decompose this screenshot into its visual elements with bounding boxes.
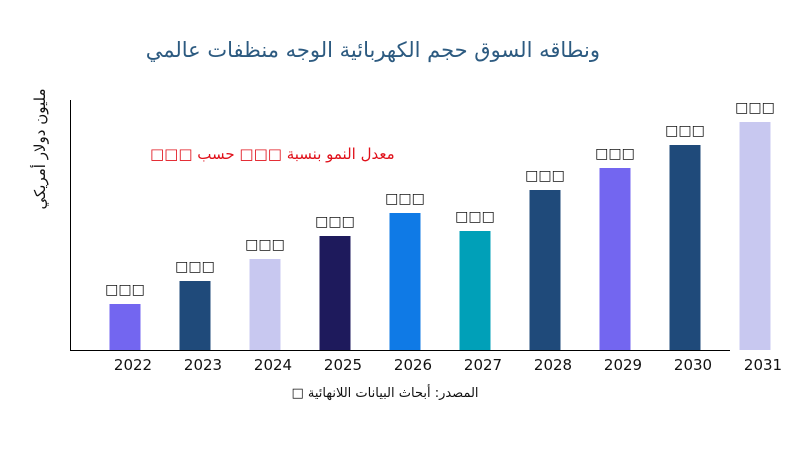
bar-2024 [249, 259, 281, 350]
x-tick-label-2023: 2023 [184, 356, 222, 374]
bar-2025 [319, 236, 351, 350]
data-label-2024: □□□ [245, 237, 285, 253]
x-tick-label-2029: 2029 [604, 356, 642, 374]
source-note: المصدر: أبحاث البيانات اللانهائية □ [291, 386, 479, 401]
bar-2029 [599, 168, 631, 350]
bar-2027 [459, 231, 491, 350]
data-label-2030: □□□ [665, 123, 705, 139]
data-label-2022: □□□ [105, 282, 145, 298]
chart-title: ونطاقه السوق حجم الكهربائية الوجه منظفات… [145, 38, 600, 62]
data-label-2026: □□□ [385, 191, 425, 207]
bar-2031 [739, 122, 771, 350]
x-tick-label-2031: 2031 [744, 356, 782, 374]
growth-annotation: معدل النمو بنسبة □□□ حسب □□□ [150, 145, 395, 163]
bar-2026 [389, 213, 421, 350]
x-tick-label-2030: 2030 [674, 356, 712, 374]
x-tick-label-2028: 2028 [534, 356, 572, 374]
x-tick-label-2026: 2026 [394, 356, 432, 374]
x-tick-label-2024: 2024 [254, 356, 292, 374]
data-label-2028: □□□ [525, 168, 565, 184]
data-label-2025: □□□ [315, 214, 355, 230]
x-tick-label-2027: 2027 [464, 356, 502, 374]
bar-2028 [529, 190, 561, 350]
x-tick-label-2025: 2025 [324, 356, 362, 374]
bar-2022 [109, 304, 141, 350]
data-label-2029: □□□ [595, 146, 635, 162]
data-label-2031: □□□ [735, 100, 775, 116]
bar-2023 [179, 281, 211, 350]
data-label-2023: □□□ [175, 259, 215, 275]
bar-2030 [669, 145, 701, 350]
data-label-2027: □□□ [455, 209, 495, 225]
x-tick-label-2022: 2022 [114, 356, 152, 374]
